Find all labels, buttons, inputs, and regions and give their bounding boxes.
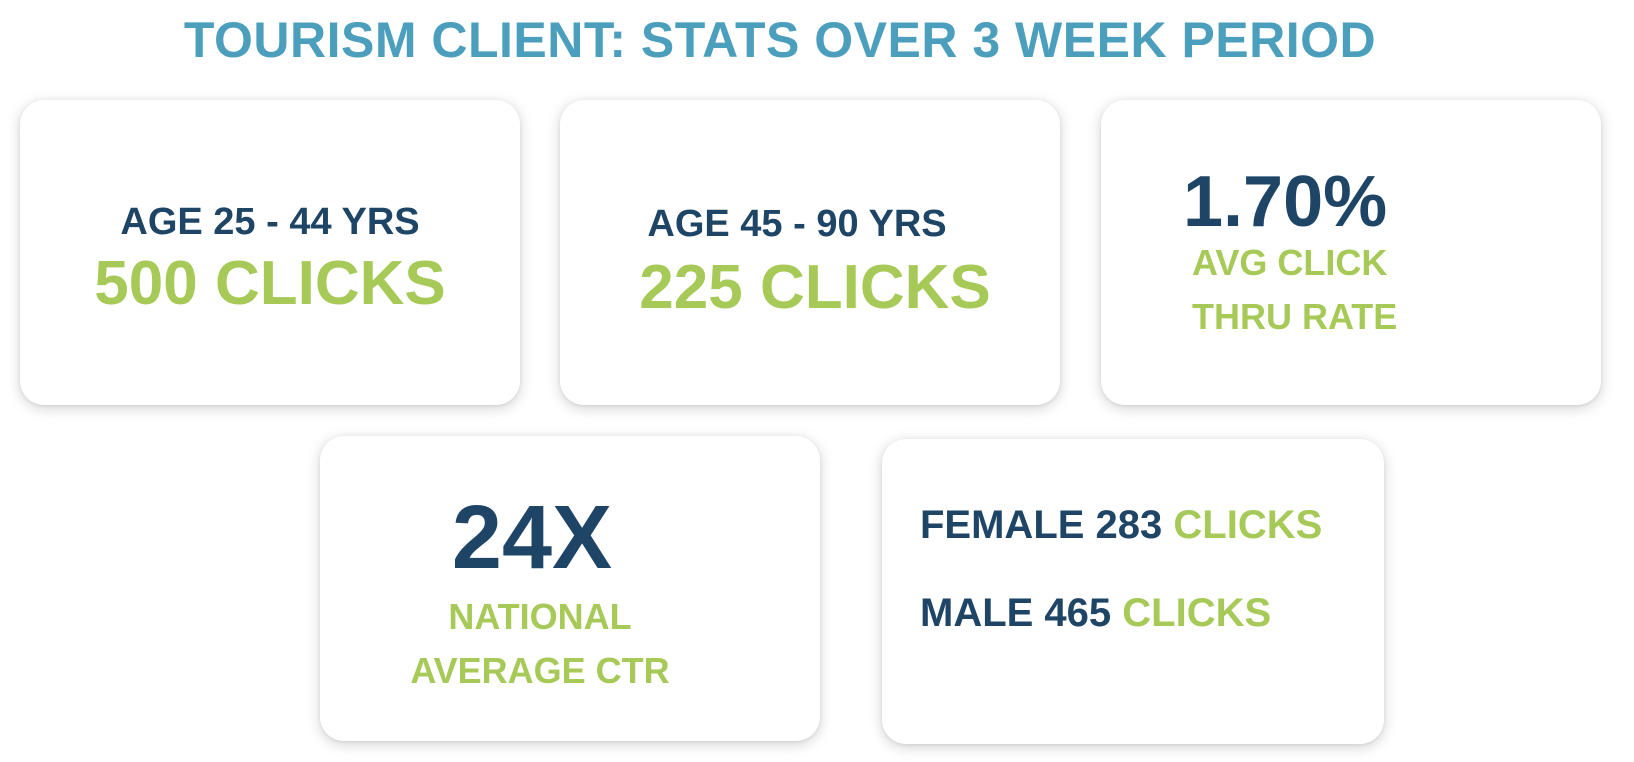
national-label-line1: NATIONAL bbox=[448, 596, 632, 637]
age-25-44-clicks: 500 CLICKS bbox=[94, 249, 446, 318]
ctr-label-line2: THRU RATE bbox=[1192, 296, 1398, 337]
ctr-value: 1.70% bbox=[1183, 162, 1388, 242]
stat-card-ctr: 1.70% AVG CLICK THRU RATE bbox=[1101, 100, 1601, 405]
male-clicks-label: MALE 465 bbox=[920, 591, 1112, 635]
stat-card-age-25-44: AGE 25 - 44 YRS 500 CLICKS bbox=[20, 100, 520, 405]
ctr-label-line1: AVG CLICK bbox=[1192, 242, 1388, 283]
male-clicks-row: MALE 465 CLICKS bbox=[920, 589, 1271, 637]
female-clicks-unit: CLICKS bbox=[1173, 503, 1323, 547]
age-25-44-label: AGE 25 - 44 YRS bbox=[120, 201, 420, 243]
female-clicks-label: FEMALE 283 bbox=[920, 503, 1163, 547]
male-clicks-unit: CLICKS bbox=[1122, 591, 1272, 635]
national-label-line2: AVERAGE CTR bbox=[410, 650, 670, 691]
female-clicks-row: FEMALE 283 CLICKS bbox=[920, 501, 1322, 549]
age-45-90-clicks: 225 CLICKS bbox=[639, 253, 991, 322]
stat-card-national-average: 24X NATIONAL AVERAGE CTR bbox=[320, 436, 820, 741]
stat-card-age-45-90: AGE 45 - 90 YRS 225 CLICKS bbox=[560, 100, 1060, 405]
page-title: TOURISM CLIENT: STATS OVER 3 WEEK PERIOD bbox=[183, 12, 1377, 68]
national-multiplier-value: 24X bbox=[451, 488, 613, 588]
age-45-90-label: AGE 45 - 90 YRS bbox=[647, 203, 947, 245]
stat-card-gender: FEMALE 283 CLICKS MALE 465 CLICKS bbox=[882, 439, 1384, 744]
